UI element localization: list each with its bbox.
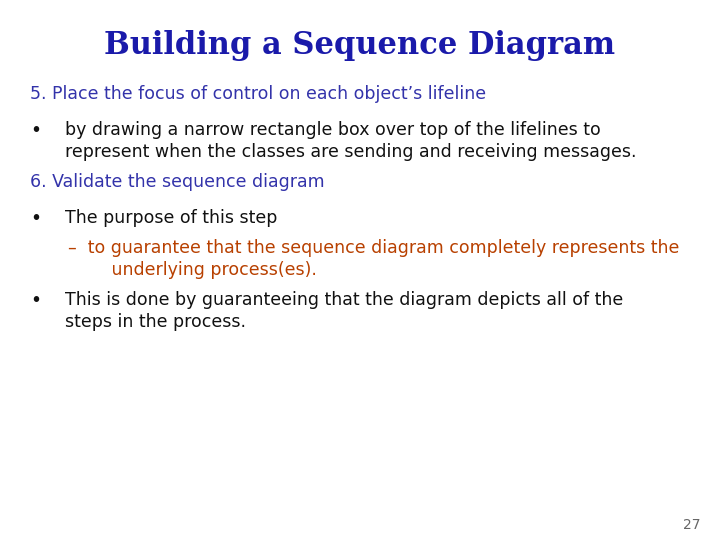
Text: steps in the process.: steps in the process. [65, 313, 246, 331]
Text: Building a Sequence Diagram: Building a Sequence Diagram [104, 30, 616, 61]
Text: represent when the classes are sending and receiving messages.: represent when the classes are sending a… [65, 143, 636, 161]
Text: •: • [30, 209, 41, 228]
Text: The purpose of this step: The purpose of this step [65, 209, 277, 227]
Text: 6. Validate the sequence diagram: 6. Validate the sequence diagram [30, 173, 325, 191]
Text: by drawing a narrow rectangle box over top of the lifelines to: by drawing a narrow rectangle box over t… [65, 121, 600, 139]
Text: –  to guarantee that the sequence diagram completely represents the: – to guarantee that the sequence diagram… [68, 239, 680, 257]
Text: 27: 27 [683, 518, 700, 532]
Text: 5. Place the focus of control on each object’s lifeline: 5. Place the focus of control on each ob… [30, 85, 486, 103]
Text: •: • [30, 121, 41, 140]
Text: underlying process(es).: underlying process(es). [95, 261, 317, 279]
Text: This is done by guaranteeing that the diagram depicts all of the: This is done by guaranteeing that the di… [65, 291, 624, 309]
Text: •: • [30, 291, 41, 310]
